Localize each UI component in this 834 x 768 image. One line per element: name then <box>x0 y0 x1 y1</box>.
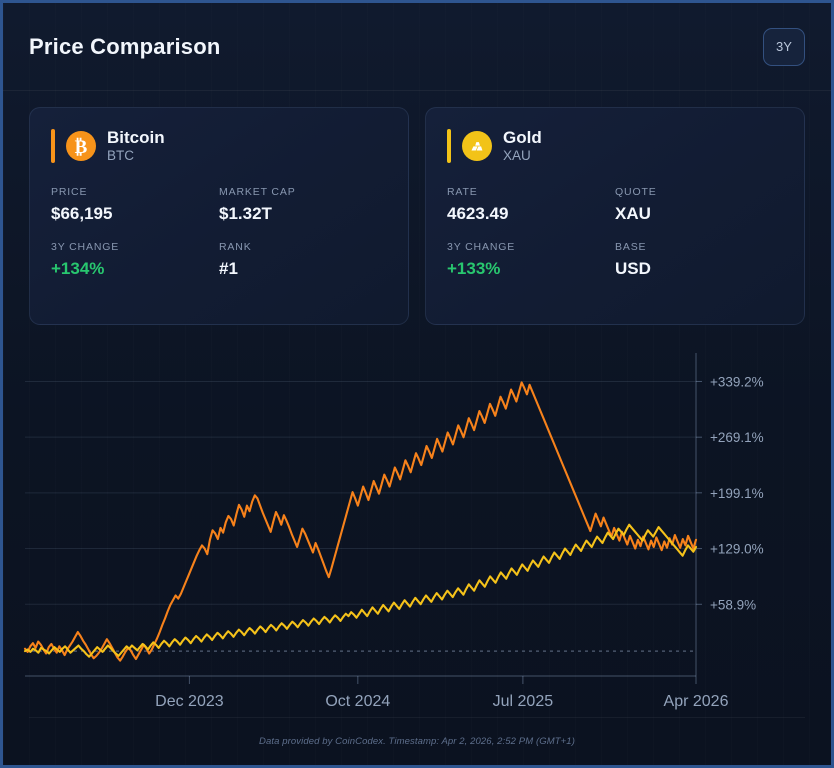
y-axis-label: +129.0% <box>710 542 764 557</box>
y-axis-label: +269.1% <box>710 430 764 445</box>
coin-names-bitcoin: Bitcoin BTC <box>107 128 165 164</box>
stats-grid-bitcoin: PRICE $66,195 MARKET CAP $1.32T 3Y CHANG… <box>51 186 387 279</box>
coin-symbol: XAU <box>503 148 531 164</box>
data-attribution: Data provided by CoinCodex. Timestamp: A… <box>259 736 575 747</box>
stat-label: RANK <box>219 240 252 253</box>
range-selector-3y[interactable]: 3Y <box>763 27 805 66</box>
stat-3y-change: 3Y CHANGE +133% <box>447 241 615 279</box>
gold-bars-icon <box>462 130 492 161</box>
page-title: Price Comparison <box>29 33 221 59</box>
stat-quote: QUOTE XAU <box>615 186 783 224</box>
stat-value: $66,195 <box>51 203 113 223</box>
stat-price: PRICE $66,195 <box>51 186 219 224</box>
coin-symbol: BTC <box>107 148 134 164</box>
coin-name: Gold <box>503 128 542 147</box>
stat-label: QUOTE <box>615 185 657 198</box>
y-axis-label: +199.1% <box>710 486 764 501</box>
y-axis-label: +339.2% <box>710 374 764 389</box>
accent-bar-bitcoin <box>51 128 55 163</box>
stat-value: +134% <box>51 258 105 278</box>
x-axis-label: Apr 2026 <box>664 693 729 710</box>
series-line-gold <box>23 523 698 658</box>
svg-text:₿: ₿ <box>75 137 88 158</box>
x-axis-label: Jul 2025 <box>493 693 554 710</box>
stat-label: 3Y CHANGE <box>51 240 120 253</box>
accent-bar-gold <box>447 128 451 163</box>
coin-name: Bitcoin <box>107 128 165 147</box>
asset-cards: ₿ Bitcoin BTC PRICE $66,195 MARKET CAP $… <box>29 107 805 325</box>
series-line-bitcoin <box>23 381 698 662</box>
stat-label: MARKET CAP <box>219 185 296 198</box>
x-axis-label: Oct 2024 <box>325 693 390 710</box>
coin-names-gold: Gold XAU <box>503 128 542 164</box>
chart-svg: +58.9% +129.0% +199.1% +269.1% +339.2% Dec 20… <box>23 353 764 710</box>
asset-card-bitcoin[interactable]: ₿ Bitcoin BTC PRICE $66,195 MARKET CAP $… <box>29 107 409 325</box>
stats-grid-gold: RATE 4623.49 QUOTE XAU 3Y CHANGE +133% B… <box>447 186 783 279</box>
y-axis-label: +58.9% <box>710 597 756 612</box>
asset-card-gold[interactable]: Gold XAU RATE 4623.49 QUOTE XAU 3Y CHANG… <box>425 107 805 325</box>
stat-label: PRICE <box>51 185 88 198</box>
stat-value: 4623.49 <box>447 203 509 223</box>
card-header-gold: Gold XAU <box>447 128 783 164</box>
header: Price Comparison 3Y <box>3 3 831 91</box>
stat-rank: RANK #1 <box>219 241 387 279</box>
price-comparison-chart[interactable]: +58.9% +129.0% +199.1% +269.1% +339.2% Dec 20… <box>3 341 831 721</box>
stat-value: #1 <box>219 258 238 278</box>
stat-market-cap: MARKET CAP $1.32T <box>219 186 387 224</box>
stat-base: BASE USD <box>615 241 783 279</box>
stat-3y-change: 3Y CHANGE +134% <box>51 241 219 279</box>
stat-value: $1.32T <box>219 203 272 223</box>
stat-value: XAU <box>615 203 651 223</box>
chart-footer: Data provided by CoinCodex. Timestamp: A… <box>29 717 805 765</box>
stat-value: +133% <box>447 258 501 278</box>
stat-label: 3Y CHANGE <box>447 240 516 253</box>
stat-label: BASE <box>615 240 647 253</box>
x-axis-label: Dec 2023 <box>155 693 224 710</box>
stat-value: USD <box>615 258 651 278</box>
card-header-bitcoin: ₿ Bitcoin BTC <box>51 128 387 164</box>
stat-label: RATE <box>447 185 478 198</box>
stat-rate: RATE 4623.49 <box>447 186 615 224</box>
bitcoin-icon: ₿ <box>66 130 96 161</box>
